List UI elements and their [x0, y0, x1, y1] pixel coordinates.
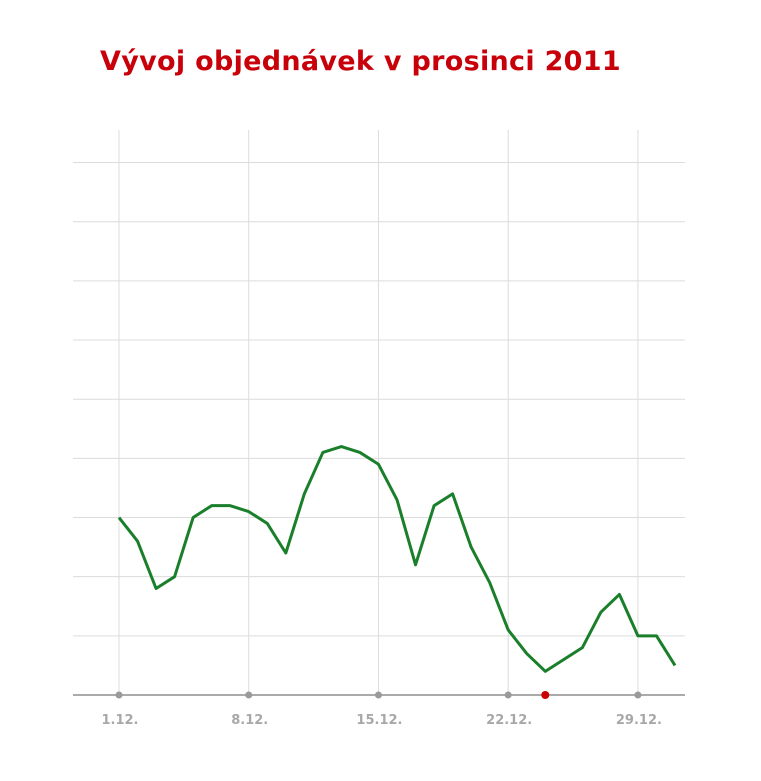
x-tick-label: 29.12. [616, 713, 662, 728]
x-tick-label: 1.12. [101, 713, 138, 728]
x-tick-label: 22.12. [486, 713, 532, 728]
highlight-dot [541, 691, 550, 699]
x-tick-label: 15.12. [356, 713, 402, 728]
x-tick-label: 8.12. [231, 713, 268, 728]
x-tick-dot [115, 691, 123, 699]
x-tick-dot [374, 691, 382, 699]
x-tick-dot [634, 691, 642, 699]
x-tick-dot [504, 691, 512, 699]
data-line [117, 445, 677, 673]
chart-title: Vývoj objednávek v prosinci 2011 [100, 46, 621, 77]
x-tick-dot [245, 691, 253, 699]
